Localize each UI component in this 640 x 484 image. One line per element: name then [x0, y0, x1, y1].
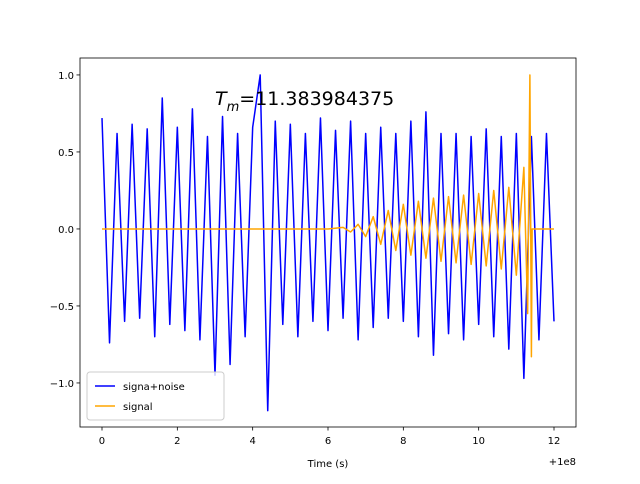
y-tick-label: 1.0: [58, 71, 74, 82]
annotation: Tm=11.383984375: [215, 88, 394, 115]
x-tick-label: 0: [99, 436, 105, 447]
x-tick-label: 4: [249, 436, 255, 447]
x-tick-label: 8: [400, 436, 406, 447]
x-tick-label: 12: [548, 436, 561, 447]
x-tick-label: 10: [472, 436, 485, 447]
legend: signa+noise signal: [86, 371, 225, 421]
legend-label: signal: [123, 402, 153, 413]
annotation-eq: =: [239, 88, 255, 110]
legend-box: [86, 371, 225, 421]
y-tick-label: −0.5: [50, 302, 74, 313]
x-offset-label: +1e8: [549, 457, 576, 468]
series-line: [102, 74, 554, 358]
x-tick-label: 6: [325, 436, 331, 447]
y-tick-label: 0.5: [58, 148, 74, 159]
x-tick-label: 2: [174, 436, 180, 447]
series-line: [101, 74, 555, 412]
plot-area: [101, 74, 555, 412]
annotation-symbol: T: [215, 88, 228, 110]
annotation-subscript: m: [227, 100, 240, 115]
x-axis-label: Time (s): [307, 459, 349, 470]
y-tick-label: 0.0: [58, 225, 74, 236]
y-tick-label: −1.0: [50, 379, 74, 390]
annotation-value: 11.383984375: [255, 88, 394, 110]
legend-label: signa+noise: [123, 382, 185, 393]
